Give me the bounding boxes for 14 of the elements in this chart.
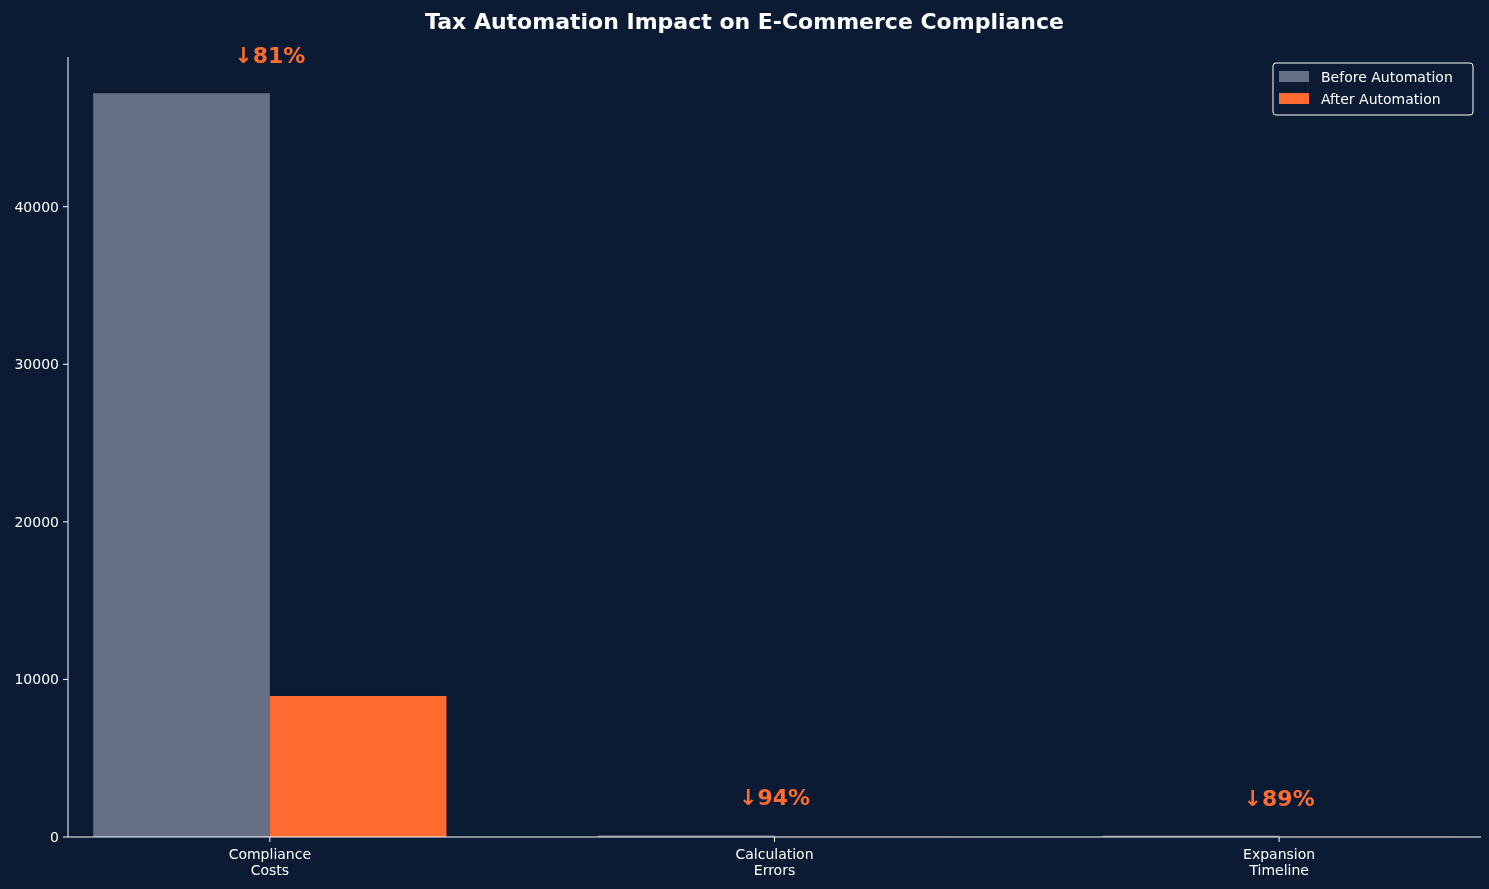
y-tick-label: 20000 [14,513,59,530]
y-tick-label: 10000 [14,671,59,688]
y-tick-label: 0 [50,828,59,845]
x-tick-label: Expansion Timeline [1243,846,1316,878]
x-tick-label: Calculation Errors [735,846,814,878]
y-tick-label: 30000 [14,356,59,373]
legend-label: Before Automation [1321,68,1453,85]
annotation: ↓94% [738,785,811,811]
annotation: ↓81% [234,43,306,69]
legend-label: After Automation [1321,90,1441,107]
annotation: ↓89% [1243,785,1315,811]
x-tick-label: Compliance Costs [228,846,312,878]
y-tick-label: 40000 [14,198,59,215]
chart-title: Tax Automation Impact on E-Commerce Compliance [425,9,1064,34]
